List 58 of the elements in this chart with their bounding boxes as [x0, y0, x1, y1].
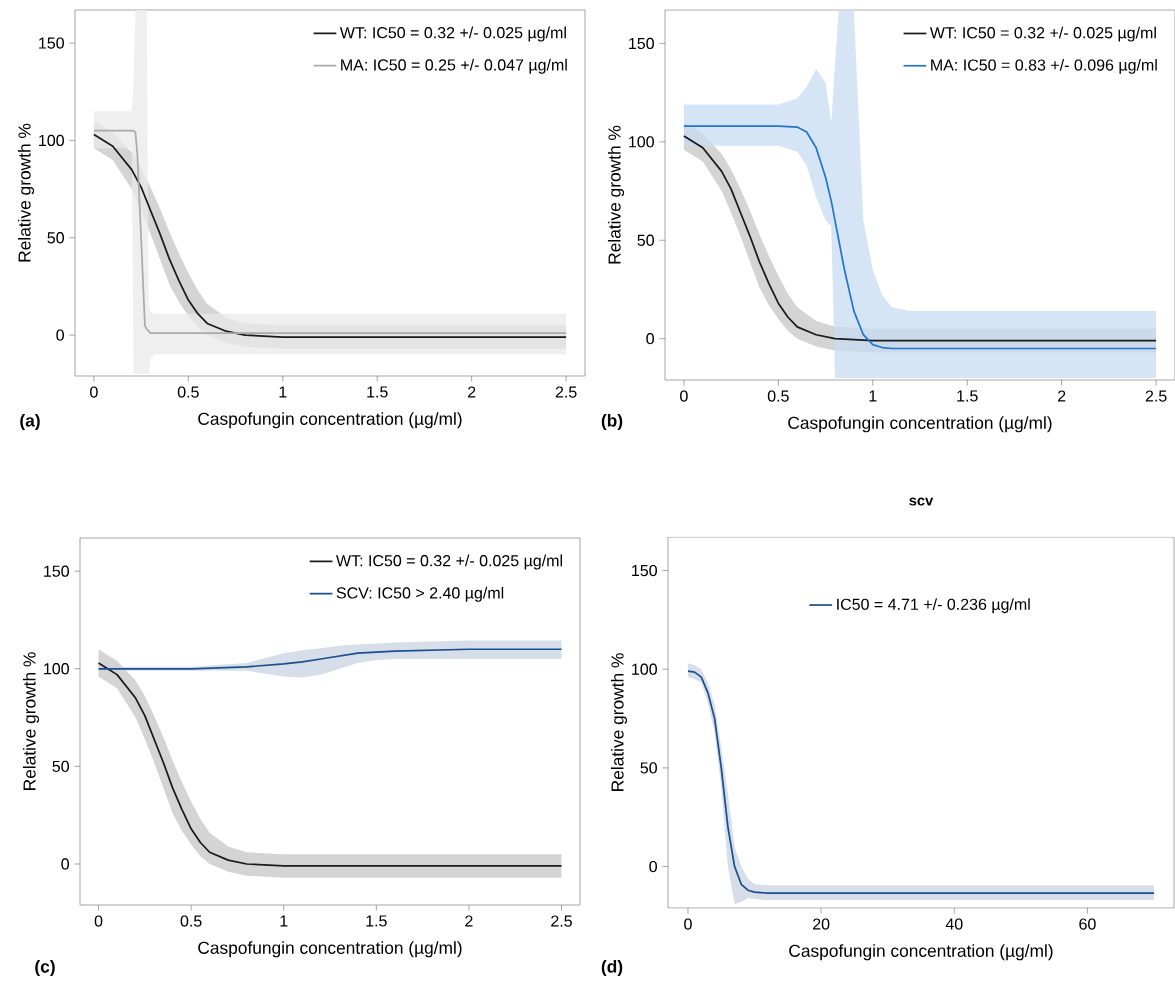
y-tick-label: 100: [632, 663, 657, 675]
y-tick-label: 150: [629, 37, 654, 50]
x-tick-label: 1.5: [957, 390, 978, 402]
y-axis-title: Relative growth %: [607, 125, 625, 264]
legend-label: IC50 = 4.71 +/- 0.236 µg/ml: [837, 598, 1030, 614]
y-tick-label: 150: [632, 564, 657, 577]
y-tick-label: 150: [44, 565, 69, 577]
text: (a): [20, 413, 40, 431]
legend-label: WT: IC50 = 0.32 +/- 0.025 µg/ml: [339, 26, 566, 42]
y-tick-label: 0: [61, 858, 69, 870]
x-tick-label: 0.5: [180, 915, 202, 927]
x-axis-title: Caspofungin concentration (µg/ml): [198, 941, 462, 958]
y-tick-label: 50: [640, 762, 657, 774]
x-tick-label: 60: [1079, 918, 1096, 930]
text: (c): [35, 959, 55, 977]
y-tick-label: 100: [39, 134, 64, 147]
x-tick-label: 0.5: [767, 390, 789, 402]
y-tick-label: 50: [52, 760, 69, 773]
x-tick-label: 0: [684, 918, 692, 930]
x-tick-label: 0.5: [177, 386, 199, 398]
x-tick-label: 2.5: [1145, 390, 1167, 402]
x-tick-label: 1.5: [367, 386, 388, 398]
y-tick-label: 50: [637, 234, 654, 246]
legend-label: MA: IC50 = 0.83 +/- 0.096 µg/ml: [931, 58, 1157, 74]
x-axis-title: Caspofungin concentration (µg/ml): [198, 412, 462, 429]
x-axis-title: Caspofungin concentration (µg/ml): [788, 416, 1052, 433]
x-tick-label: 1: [869, 390, 877, 402]
y-tick-label: 0: [56, 329, 64, 341]
legend-label: MA: IC50 = 0.25 +/- 0.047 µg/ml: [341, 58, 567, 74]
y-axis-title: Relative growth %: [22, 652, 40, 790]
x-tick-label: 2.5: [555, 386, 577, 398]
x-tick-label: 2: [465, 915, 473, 927]
x-tick-label: 0: [94, 915, 103, 927]
y-axis-title: Relative growth %: [610, 653, 628, 791]
x-tick-label: 2.5: [551, 915, 572, 927]
x-tick-label: 0: [680, 390, 688, 402]
y-tick-label: 150: [39, 37, 64, 49]
x-tick-label: 2: [1058, 390, 1066, 402]
chart-title: scv: [909, 497, 934, 506]
text: (d): [601, 959, 623, 977]
legend-label: WT: IC50 = 0.32 +/- 0.025 µg/ml: [929, 26, 1156, 42]
x-tick-label: 1: [279, 386, 287, 398]
y-tick-label: 100: [44, 663, 69, 675]
y-tick-label: 100: [629, 136, 654, 148]
text: (b): [601, 413, 623, 431]
x-tick-label: 1: [280, 915, 288, 927]
x-tick-label: 0: [90, 386, 98, 398]
legend-label: SCV: IC50 > 2.40 µg/ml: [336, 586, 504, 602]
x-axis-title: Caspofungin concentration (µg/ml): [789, 944, 1053, 961]
x-tick-label: 40: [945, 918, 963, 930]
y-tick-label: 0: [649, 860, 657, 873]
x-tick-label: 2: [468, 386, 476, 398]
y-tick-label: 50: [47, 232, 64, 244]
x-tick-label: 1.5: [366, 915, 387, 927]
x-tick-label: 20: [813, 918, 830, 930]
y-tick-label: 0: [646, 333, 654, 345]
legend-label: WT: IC50 = 0.32 +/- 0.025 µg/ml: [336, 554, 562, 570]
y-axis-title: Relative growth %: [17, 123, 35, 262]
